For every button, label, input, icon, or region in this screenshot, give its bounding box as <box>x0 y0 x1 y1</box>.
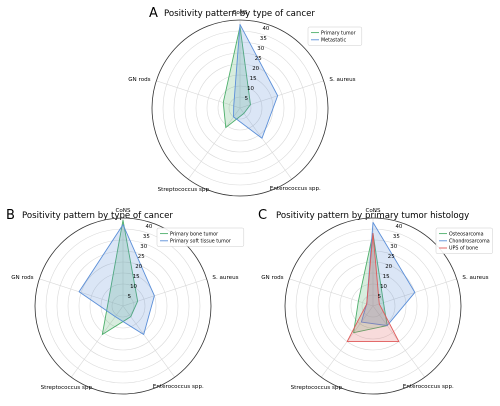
grid-spoke <box>188 107 241 180</box>
legend-label: UPS of bone <box>449 246 478 252</box>
r-tick-label: 25 <box>388 254 395 260</box>
r-tick-label: 5 <box>245 96 248 102</box>
series-polygon <box>233 23 279 139</box>
legend-box <box>307 26 363 46</box>
r-tick-label: 25 <box>255 56 262 62</box>
axis-label: Streptococcus spp. <box>291 385 344 391</box>
grid-spoke <box>122 305 175 378</box>
r-tick-label: 40 <box>146 224 153 230</box>
grid-spoke <box>289 278 374 307</box>
legend-box <box>435 227 493 254</box>
panel-letter: C <box>258 208 267 223</box>
axis-label: Enterococcus spp. <box>270 186 321 192</box>
panel-title: Positivity pattern by primary tumor hist… <box>276 211 469 221</box>
axis-label: Streptococcus spp. <box>41 385 94 391</box>
legend-label: Primary bone tumor <box>170 231 218 237</box>
r-tick-label: 5 <box>378 294 381 300</box>
r-tick-label: 35 <box>393 234 400 240</box>
legend-label: Primary tumor <box>321 30 356 36</box>
r-tick-label: 35 <box>143 234 150 240</box>
axis-label: CoNS <box>232 10 248 16</box>
polar-frame <box>34 217 212 395</box>
radar-panel-a: A Positivity pattern by type of cancer 5 10… <box>128 6 363 197</box>
r-tick-label: 10 <box>380 284 387 290</box>
axis-label: S. aureus <box>212 275 238 281</box>
grid-spoke <box>239 80 324 109</box>
r-tick-label: 20 <box>252 66 259 72</box>
radar-panel-b: B Positivity pattern by type of cancer 5 10… <box>6 208 245 395</box>
legend-box <box>156 227 245 247</box>
r-tick-label: 30 <box>257 46 264 52</box>
polar-frame <box>151 19 329 197</box>
series-polygon <box>78 224 155 335</box>
axis-label: GN rods <box>11 275 33 281</box>
axis-label: GN rods <box>128 77 150 83</box>
axis-label: S. aureus <box>462 275 488 281</box>
r-tick-label: 10 <box>130 284 137 290</box>
r-tick-label: 15 <box>250 76 257 82</box>
axis-label: CoNS <box>365 208 381 214</box>
r-tick-label: 30 <box>390 244 397 250</box>
axis-label: CoNS <box>115 208 131 214</box>
r-tick-label: 35 <box>260 36 267 42</box>
grid-spoke <box>39 278 124 307</box>
axis-label: Enterococcus spp. <box>403 384 454 390</box>
panel-title: Positivity pattern by type of cancer <box>164 9 315 19</box>
polar-frame <box>284 217 462 395</box>
legend-label: Chondrosarcoma <box>449 239 490 245</box>
legend-label: Primary soft tissue tumor <box>170 239 231 245</box>
axis-label: GN rods <box>261 275 283 281</box>
series-polygon <box>353 232 388 334</box>
r-tick-label: 15 <box>133 274 140 280</box>
series-polygon <box>222 26 251 129</box>
axis-label: Enterococcus spp. <box>153 384 204 390</box>
legend-label: Metastatic <box>321 38 346 44</box>
axis-label: Streptococcus spp. <box>158 187 211 193</box>
r-tick-label: 20 <box>385 264 392 270</box>
panel-letter: A <box>149 6 158 21</box>
grid-spoke <box>122 278 207 307</box>
series-polygon <box>346 232 400 343</box>
axis-label: S. aureus <box>329 77 355 83</box>
panel-letter: B <box>6 208 15 223</box>
grid-spoke <box>71 305 124 378</box>
grid-spoke <box>156 80 241 109</box>
r-tick-label: 40 <box>396 224 403 230</box>
r-tick-label: 15 <box>383 274 390 280</box>
r-tick-label: 10 <box>247 86 254 92</box>
radar-panel-c: C Positivity pattern by primary tumor his… <box>258 208 493 395</box>
panel-title: Positivity pattern by type of cancer <box>22 211 173 221</box>
r-tick-label: 5 <box>128 294 131 300</box>
r-tick-label: 25 <box>138 254 145 260</box>
grid-spoke <box>239 107 292 180</box>
r-tick-label: 40 <box>263 26 270 32</box>
r-tick-label: 30 <box>140 244 147 250</box>
legend-label: Osteosarcoma <box>449 231 484 237</box>
series-polygon <box>101 219 139 335</box>
r-tick-label: 20 <box>135 264 142 270</box>
